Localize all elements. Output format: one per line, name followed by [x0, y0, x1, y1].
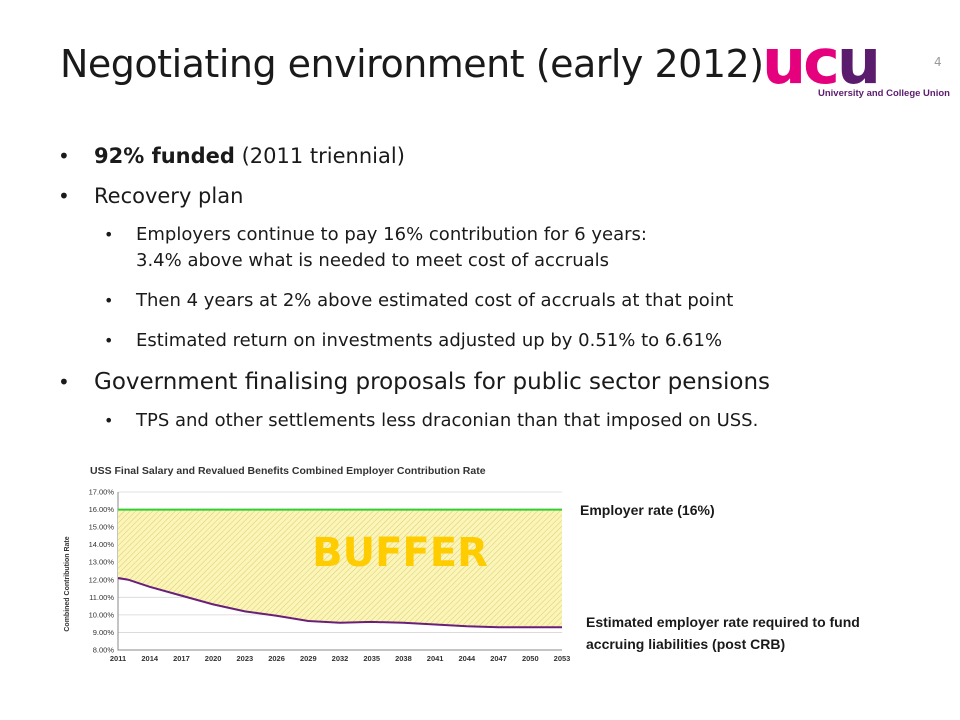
- y-tick-label: 10.00%: [89, 610, 115, 619]
- y-tick-label: 14.00%: [89, 540, 115, 549]
- sub-bullet-four-years: Then 4 years at 2% above estimated cost …: [58, 288, 938, 314]
- required-rate-annotation-line2: accruing liabilities (post CRB): [586, 636, 786, 652]
- x-tick-label: 2053: [554, 654, 570, 663]
- required-rate-annotation: Estimated employer rate required to fund…: [586, 611, 860, 655]
- x-tick-label: 2044: [459, 654, 477, 663]
- employer-rate-annotation: Employer rate (16%): [580, 502, 715, 518]
- x-tick-label: 2020: [205, 654, 222, 663]
- buffer-label: BUFFER: [312, 530, 488, 576]
- buffer-area: [118, 509, 562, 628]
- logo-letter-c: c: [803, 25, 840, 98]
- sub-bullet-tps: TPS and other settlements less draconian…: [58, 408, 938, 434]
- y-tick-label: 17.00%: [89, 488, 115, 497]
- x-tick-label: 2017: [173, 654, 190, 663]
- x-tick-label: 2032: [332, 654, 349, 663]
- page-number: 4: [934, 55, 942, 69]
- bullet-government: Government finalising proposals for publ…: [58, 368, 938, 396]
- x-tick-label: 2047: [490, 654, 507, 663]
- bullet-funded-bold: 92% funded: [94, 144, 235, 168]
- bullet-funded: 92% funded (2011 triennial): [58, 142, 938, 170]
- bullet-funded-rest: (2011 triennial): [234, 144, 405, 168]
- sub-bullet-employers: Employers continue to pay 16% contributi…: [58, 222, 938, 274]
- contribution-rate-chart: USS Final Salary and Revalued Benefits C…: [60, 462, 570, 667]
- chart-title: USS Final Salary and Revalued Benefits C…: [90, 465, 486, 477]
- bullet-list: 92% funded (2011 triennial) Recovery pla…: [58, 142, 938, 448]
- x-tick-label: 2041: [427, 654, 444, 663]
- slide-title: Negotiating environment (early 2012): [60, 42, 764, 86]
- ucu-logo: ucu University and College Union: [762, 31, 950, 104]
- series-required-rate-line: [117, 577, 562, 629]
- y-tick-label: 13.00%: [89, 558, 115, 567]
- logo-letter-u-purple: u: [836, 25, 881, 98]
- x-tick-label: 2023: [237, 654, 254, 663]
- bullet-recovery-plan: Recovery plan: [58, 182, 938, 210]
- x-tick-label: 2035: [363, 654, 380, 663]
- y-tick-label: 15.00%: [89, 523, 115, 532]
- x-tick-label: 2014: [141, 654, 159, 663]
- sub-bullet-employers-line2: 3.4% above what is needed to meet cost o…: [136, 250, 610, 271]
- x-tick-label: 2050: [522, 654, 539, 663]
- y-axis-label: Combined Contribution Rate: [64, 536, 71, 631]
- x-tick-label: 2029: [300, 654, 317, 663]
- sub-bullet-employers-line1: Employers continue to pay 16% contributi…: [136, 224, 647, 245]
- logo-letters: ucu: [762, 31, 881, 93]
- x-tick-label: 2011: [110, 654, 126, 663]
- y-tick-label: 11.00%: [89, 593, 114, 602]
- y-tick-label: 9.00%: [93, 628, 115, 637]
- x-tick-label: 2038: [395, 654, 412, 663]
- y-tick-labels: 8.00% 9.00% 10.00% 11.00% 12.00% 13.00% 14.00%…: [89, 488, 115, 655]
- sub-bullet-return: Estimated return on investments adjusted…: [58, 328, 938, 354]
- logo-letter-u: u: [762, 25, 806, 98]
- x-tick-labels: 2011 2014 2017 2020 2023 2026 2029 2032 2035 2038…: [110, 654, 570, 663]
- x-tick-label: 2026: [268, 654, 285, 663]
- logo-tagline: University and College Union: [818, 88, 950, 99]
- required-rate-annotation-line1: Estimated employer rate required to fund: [586, 614, 860, 630]
- y-tick-label: 16.00%: [89, 505, 115, 514]
- y-tick-label: 12.00%: [89, 575, 115, 584]
- y-tick-label: 8.00%: [93, 646, 115, 655]
